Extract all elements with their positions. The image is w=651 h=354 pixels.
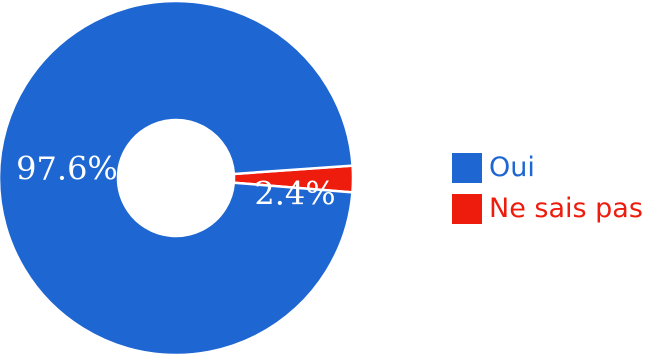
legend-label-ne-sais-pas: Ne sais pas: [489, 193, 643, 224]
legend-swatch-oui: [452, 153, 482, 183]
legend-swatch-ne-sais-pas: [452, 194, 482, 224]
legend-item-oui: Oui: [452, 151, 643, 185]
donut-slice-labels: 2.4% 97.6%: [16, 150, 335, 213]
chart-legend: Oui Ne sais pas: [452, 151, 643, 226]
legend-item-ne-sais-pas: Ne sais pas: [452, 192, 643, 226]
legend-label-oui: Oui: [489, 152, 535, 183]
slice-label-ne-sais-pas: 2.4%: [254, 175, 335, 213]
slice-label-oui: 97.6%: [16, 150, 118, 188]
